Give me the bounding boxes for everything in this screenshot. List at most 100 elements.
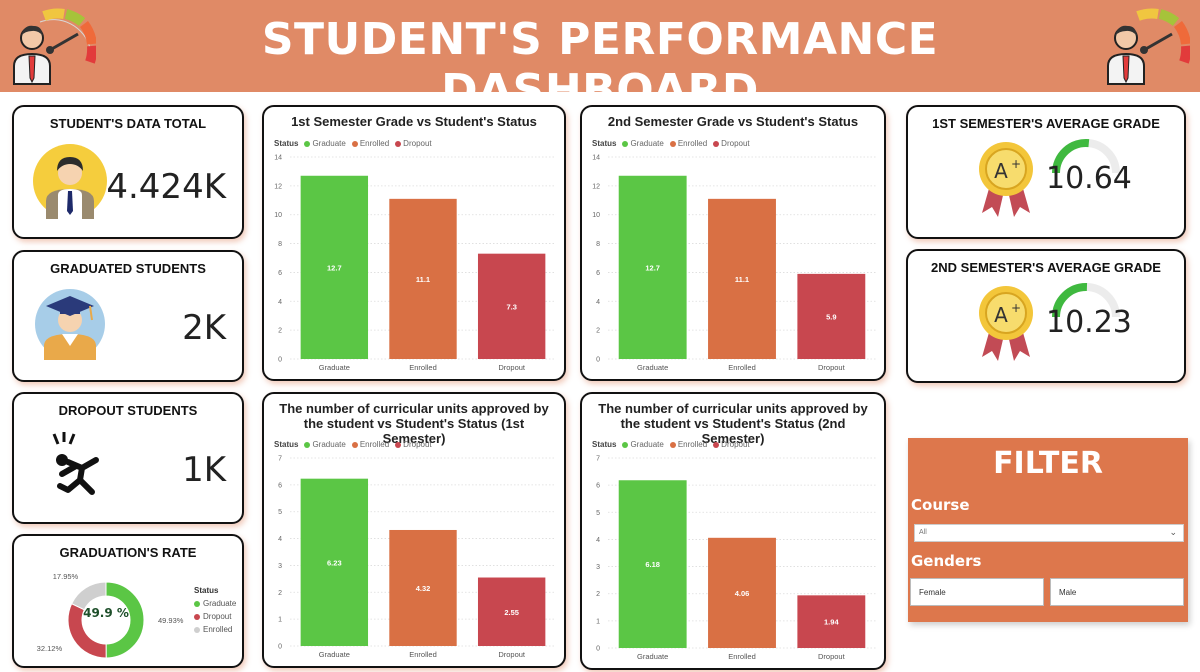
falling-person-icon (52, 432, 99, 495)
donut-slice[interactable] (105, 581, 145, 659)
y-tick-label: 1 (596, 618, 600, 625)
legend-item: Graduate (304, 440, 346, 449)
y-tick-label: 5 (278, 509, 282, 516)
chart-legend: Status Graduate Enrolled Dropout (592, 440, 750, 449)
legend-label: Dropout (721, 440, 750, 449)
x-tick-label: Dropout (818, 652, 846, 661)
bar-value-label: 5.9 (826, 312, 836, 321)
y-tick-label: 8 (596, 241, 600, 248)
y-tick-label: 2 (596, 591, 600, 598)
legend-item: Dropout (713, 139, 750, 148)
legend-label: Graduate (203, 599, 237, 608)
legend-dot (351, 441, 358, 448)
bar[interactable] (300, 175, 369, 359)
bar[interactable] (389, 529, 457, 646)
donut-slice-label: 32.12% (37, 644, 63, 653)
y-tick-label: 4 (278, 536, 282, 543)
donut-legend-item: Graduate (194, 599, 236, 608)
legend-dot (622, 441, 629, 448)
graduation-rate-card: GRADUATION'S RATE 49.93% 32.12% 17.95% 49.… (12, 534, 244, 668)
donut-slice[interactable] (71, 581, 107, 611)
x-tick-label: Graduate (637, 652, 668, 661)
y-tick-label: 7 (278, 456, 282, 463)
legend-item: Graduate (304, 139, 346, 148)
chart-title: 2nd Semester Grade vs Student's Status (607, 114, 859, 129)
chart-card-sem1-grade: 1st Semester Grade vs Student's Status S… (262, 105, 566, 381)
y-tick-label: 14 (592, 155, 600, 162)
chart-card-sem1-units: The number of curricular units approved … (262, 392, 566, 668)
course-select-value: All (919, 529, 927, 536)
donut-legend: Status Graduate Dropout Enrolled (194, 586, 236, 634)
bar[interactable] (477, 577, 546, 646)
chart-card-sem2-units: The number of curricular units approved … (580, 392, 886, 670)
y-tick-label: 6 (596, 270, 600, 277)
bar-value-label: 12.7 (645, 263, 660, 272)
legend-dot (351, 140, 358, 147)
x-tick-label: Enrolled (409, 363, 437, 372)
kpi-title: DROPOUT STUDENTS (58, 403, 198, 418)
legend-dot (713, 441, 720, 448)
chart-legend: Status Graduate Enrolled Dropout (274, 440, 432, 449)
bar[interactable] (797, 595, 866, 648)
kpi-value: 4.424K (106, 167, 226, 207)
bar-chart: 0 2 4 6 8 10 12 14 12.7 Graduate 11.1 Enrolled 5.9 Dr… (592, 155, 876, 372)
y-tick-label: 4 (278, 299, 282, 306)
y-tick-label: 7 (596, 456, 600, 463)
donut-slice-label: 49.93% (158, 616, 184, 625)
bar[interactable] (618, 480, 687, 648)
y-tick-label: 2 (278, 328, 282, 335)
x-tick-label: Graduate (319, 363, 350, 372)
avg-grade-card-sem2: 2ND SEMESTER'S AVERAGE GRADE A + 10.23 (906, 249, 1186, 383)
gender-male-button[interactable]: Male (1050, 578, 1184, 606)
kpi-title: 2ND SEMESTER'S AVERAGE GRADE (931, 260, 1161, 275)
chart-title: 1st Semester Grade vs Student's Status (291, 114, 537, 129)
y-tick-label: 0 (278, 357, 282, 364)
course-label: Course (911, 496, 970, 514)
y-tick-label: 4 (596, 299, 600, 306)
y-tick-label: 3 (278, 563, 282, 570)
course-select[interactable]: All ⌄ (914, 524, 1184, 542)
x-tick-label: Enrolled (728, 652, 756, 661)
kpi-card-graduated: GRADUATED STUDENTS 2K (12, 250, 244, 382)
graduate-avatar-icon (35, 289, 105, 360)
kpi-title: 1ST SEMESTER'S AVERAGE GRADE (932, 116, 1160, 131)
bar[interactable] (389, 198, 457, 359)
bar-value-label: 11.1 (735, 275, 749, 284)
bar[interactable] (477, 253, 546, 359)
legend-title: Status (274, 440, 299, 449)
legend-item: Enrolled (351, 440, 390, 449)
legend-label: Dropout (203, 612, 232, 621)
grade-gauge (1052, 139, 1120, 174)
grade-a-plus-badge-icon: A + (979, 142, 1033, 217)
gender-female-button[interactable]: Female (910, 578, 1044, 606)
y-tick-label: 10 (274, 212, 282, 219)
bar-chart: 0 2 4 6 8 10 12 14 12.7 Graduate 11.1 Enrolled 7.3 Dr… (274, 155, 556, 372)
bar[interactable] (708, 537, 776, 648)
y-tick-label: 8 (278, 241, 282, 248)
legend-label: Enrolled (203, 625, 233, 634)
legend-dot (194, 626, 200, 633)
kpi-card-total: STUDENT'S DATA TOTAL 4.424K (12, 105, 244, 239)
legend-dot (669, 140, 676, 147)
bar[interactable] (300, 478, 369, 646)
y-tick-label: 1 (278, 617, 282, 624)
bar[interactable] (708, 198, 776, 359)
donut-legend-title: Status (194, 586, 219, 595)
bar[interactable] (618, 175, 687, 359)
bar-value-label: 12.7 (327, 263, 342, 272)
y-tick-label: 0 (596, 646, 600, 653)
performance-gauge-icon (1107, 8, 1190, 85)
bar[interactable] (797, 273, 866, 359)
x-tick-label: Enrolled (728, 363, 756, 372)
y-tick-label: 0 (596, 357, 600, 364)
y-tick-label: 5 (596, 510, 600, 517)
y-tick-label: 2 (596, 328, 600, 335)
legend-label: Enrolled (359, 440, 390, 449)
legend-dot (304, 441, 311, 448)
student-avatar-icon (33, 144, 107, 219)
kpi-title: STUDENT'S DATA TOTAL (49, 116, 207, 131)
y-tick-label: 0 (278, 644, 282, 651)
chart-legend: Status Graduate Enrolled Dropout (592, 139, 750, 148)
genders-label: Genders (911, 552, 982, 570)
legend-label: Graduate (630, 139, 664, 148)
